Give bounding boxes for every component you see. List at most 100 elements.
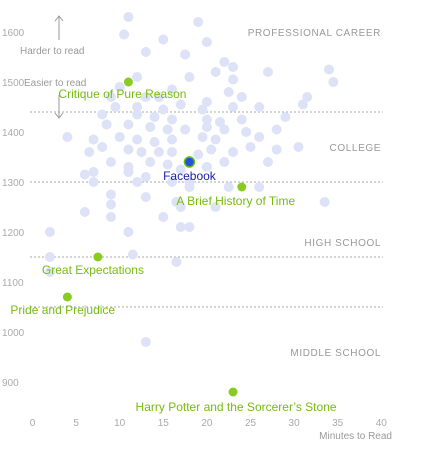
book-point [119, 29, 130, 40]
book-point [88, 134, 99, 145]
x-tick-label: 20 [201, 418, 213, 429]
highlight-point [228, 387, 238, 397]
highlighted-books: Critique of Pure Reason A Brief History o… [10, 77, 337, 414]
book-point [114, 132, 125, 142]
highlight-point [237, 182, 247, 192]
band-label: MIDDLE SCHOOL [290, 348, 381, 359]
book-point [132, 134, 143, 145]
book-point [219, 57, 230, 67]
y-tick-label: 900 [2, 378, 19, 389]
book-point [44, 252, 55, 262]
highlight-label: Great Expectations [42, 263, 144, 277]
book-point [105, 212, 116, 222]
book-point [184, 72, 195, 82]
book-point [88, 167, 99, 177]
book-point [280, 112, 291, 122]
book-point [328, 77, 339, 87]
book-point [201, 122, 212, 132]
book-point [210, 134, 221, 145]
highlight-point [93, 252, 103, 262]
book-point [180, 49, 191, 60]
band-labels: PROFESSIONAL CAREER COLLEGE HIGH SCHOOL MID… [248, 28, 381, 359]
book-point [271, 124, 282, 135]
x-tick-label: 15 [158, 418, 170, 429]
harder-arrow [54, 15, 64, 40]
book-point [167, 84, 178, 95]
band-label: COLLEGE [330, 143, 381, 154]
highlight-point [123, 77, 133, 87]
book-point [201, 162, 212, 172]
book-point [105, 199, 116, 210]
book-point [223, 182, 234, 192]
book-point [123, 227, 134, 237]
x-tick-label: 30 [289, 418, 301, 429]
book-point [140, 172, 151, 182]
book-point [262, 67, 273, 77]
x-tick-label: 10 [114, 418, 126, 429]
book-point [123, 144, 134, 155]
y-tick-label: 1300 [2, 178, 25, 189]
y-tick-label: 1600 [2, 28, 25, 39]
book-point [140, 47, 151, 57]
book-point [175, 202, 186, 212]
y-tick-label: 1400 [2, 128, 25, 139]
book-point [158, 34, 169, 45]
book-point [123, 167, 134, 177]
book-point [88, 177, 99, 187]
axes: Harder to read Easier to read Minutes to… [2, 15, 392, 442]
x-tick-label: 40 [376, 418, 388, 429]
book-point [201, 114, 212, 125]
book-point [201, 97, 212, 107]
book-point [219, 124, 230, 135]
book-point [127, 249, 138, 260]
book-point [167, 177, 178, 187]
book-point [223, 87, 234, 97]
book-point [105, 157, 116, 167]
book-point [228, 62, 239, 72]
book-point [158, 104, 169, 115]
book-point [62, 132, 73, 142]
book-point [323, 64, 334, 75]
book-point [162, 124, 173, 135]
book-point [153, 147, 164, 157]
book-point [214, 117, 225, 127]
highlight-label: A Brief History of Time [176, 194, 295, 208]
book-point [206, 144, 217, 155]
book-point [114, 82, 125, 92]
easier-arrow [54, 95, 64, 119]
book-point [197, 132, 208, 142]
data-points [44, 12, 339, 347]
book-point [297, 99, 308, 110]
book-point [236, 114, 247, 125]
book-point [167, 134, 178, 145]
book-point [197, 104, 208, 115]
book-point [140, 337, 151, 347]
book-point [97, 109, 108, 120]
book-point [241, 127, 252, 137]
book-point [175, 99, 186, 110]
book-point [101, 119, 112, 130]
book-point [262, 157, 273, 167]
book-point [140, 192, 151, 202]
x-axis-label: Minutes to Read [319, 431, 392, 442]
highlight-label: Pride and Prejudice [10, 303, 115, 317]
book-point [302, 92, 313, 102]
book-point [180, 124, 191, 135]
book-point [123, 12, 134, 22]
book-point [132, 72, 143, 82]
book-point [105, 92, 116, 102]
book-point [132, 177, 143, 187]
book-point [245, 142, 256, 152]
book-point [132, 102, 143, 112]
book-point [84, 147, 95, 157]
x-tick-label: 35 [332, 418, 344, 429]
book-point [184, 222, 195, 232]
easier-annotation: Easier to read [24, 78, 86, 89]
x-tick-label: 25 [245, 418, 257, 429]
book-point [110, 102, 121, 112]
book-point [228, 102, 239, 112]
facebook-label: Facebook [163, 169, 217, 183]
book-point [44, 227, 55, 237]
x-tick-label: 0 [30, 418, 36, 429]
